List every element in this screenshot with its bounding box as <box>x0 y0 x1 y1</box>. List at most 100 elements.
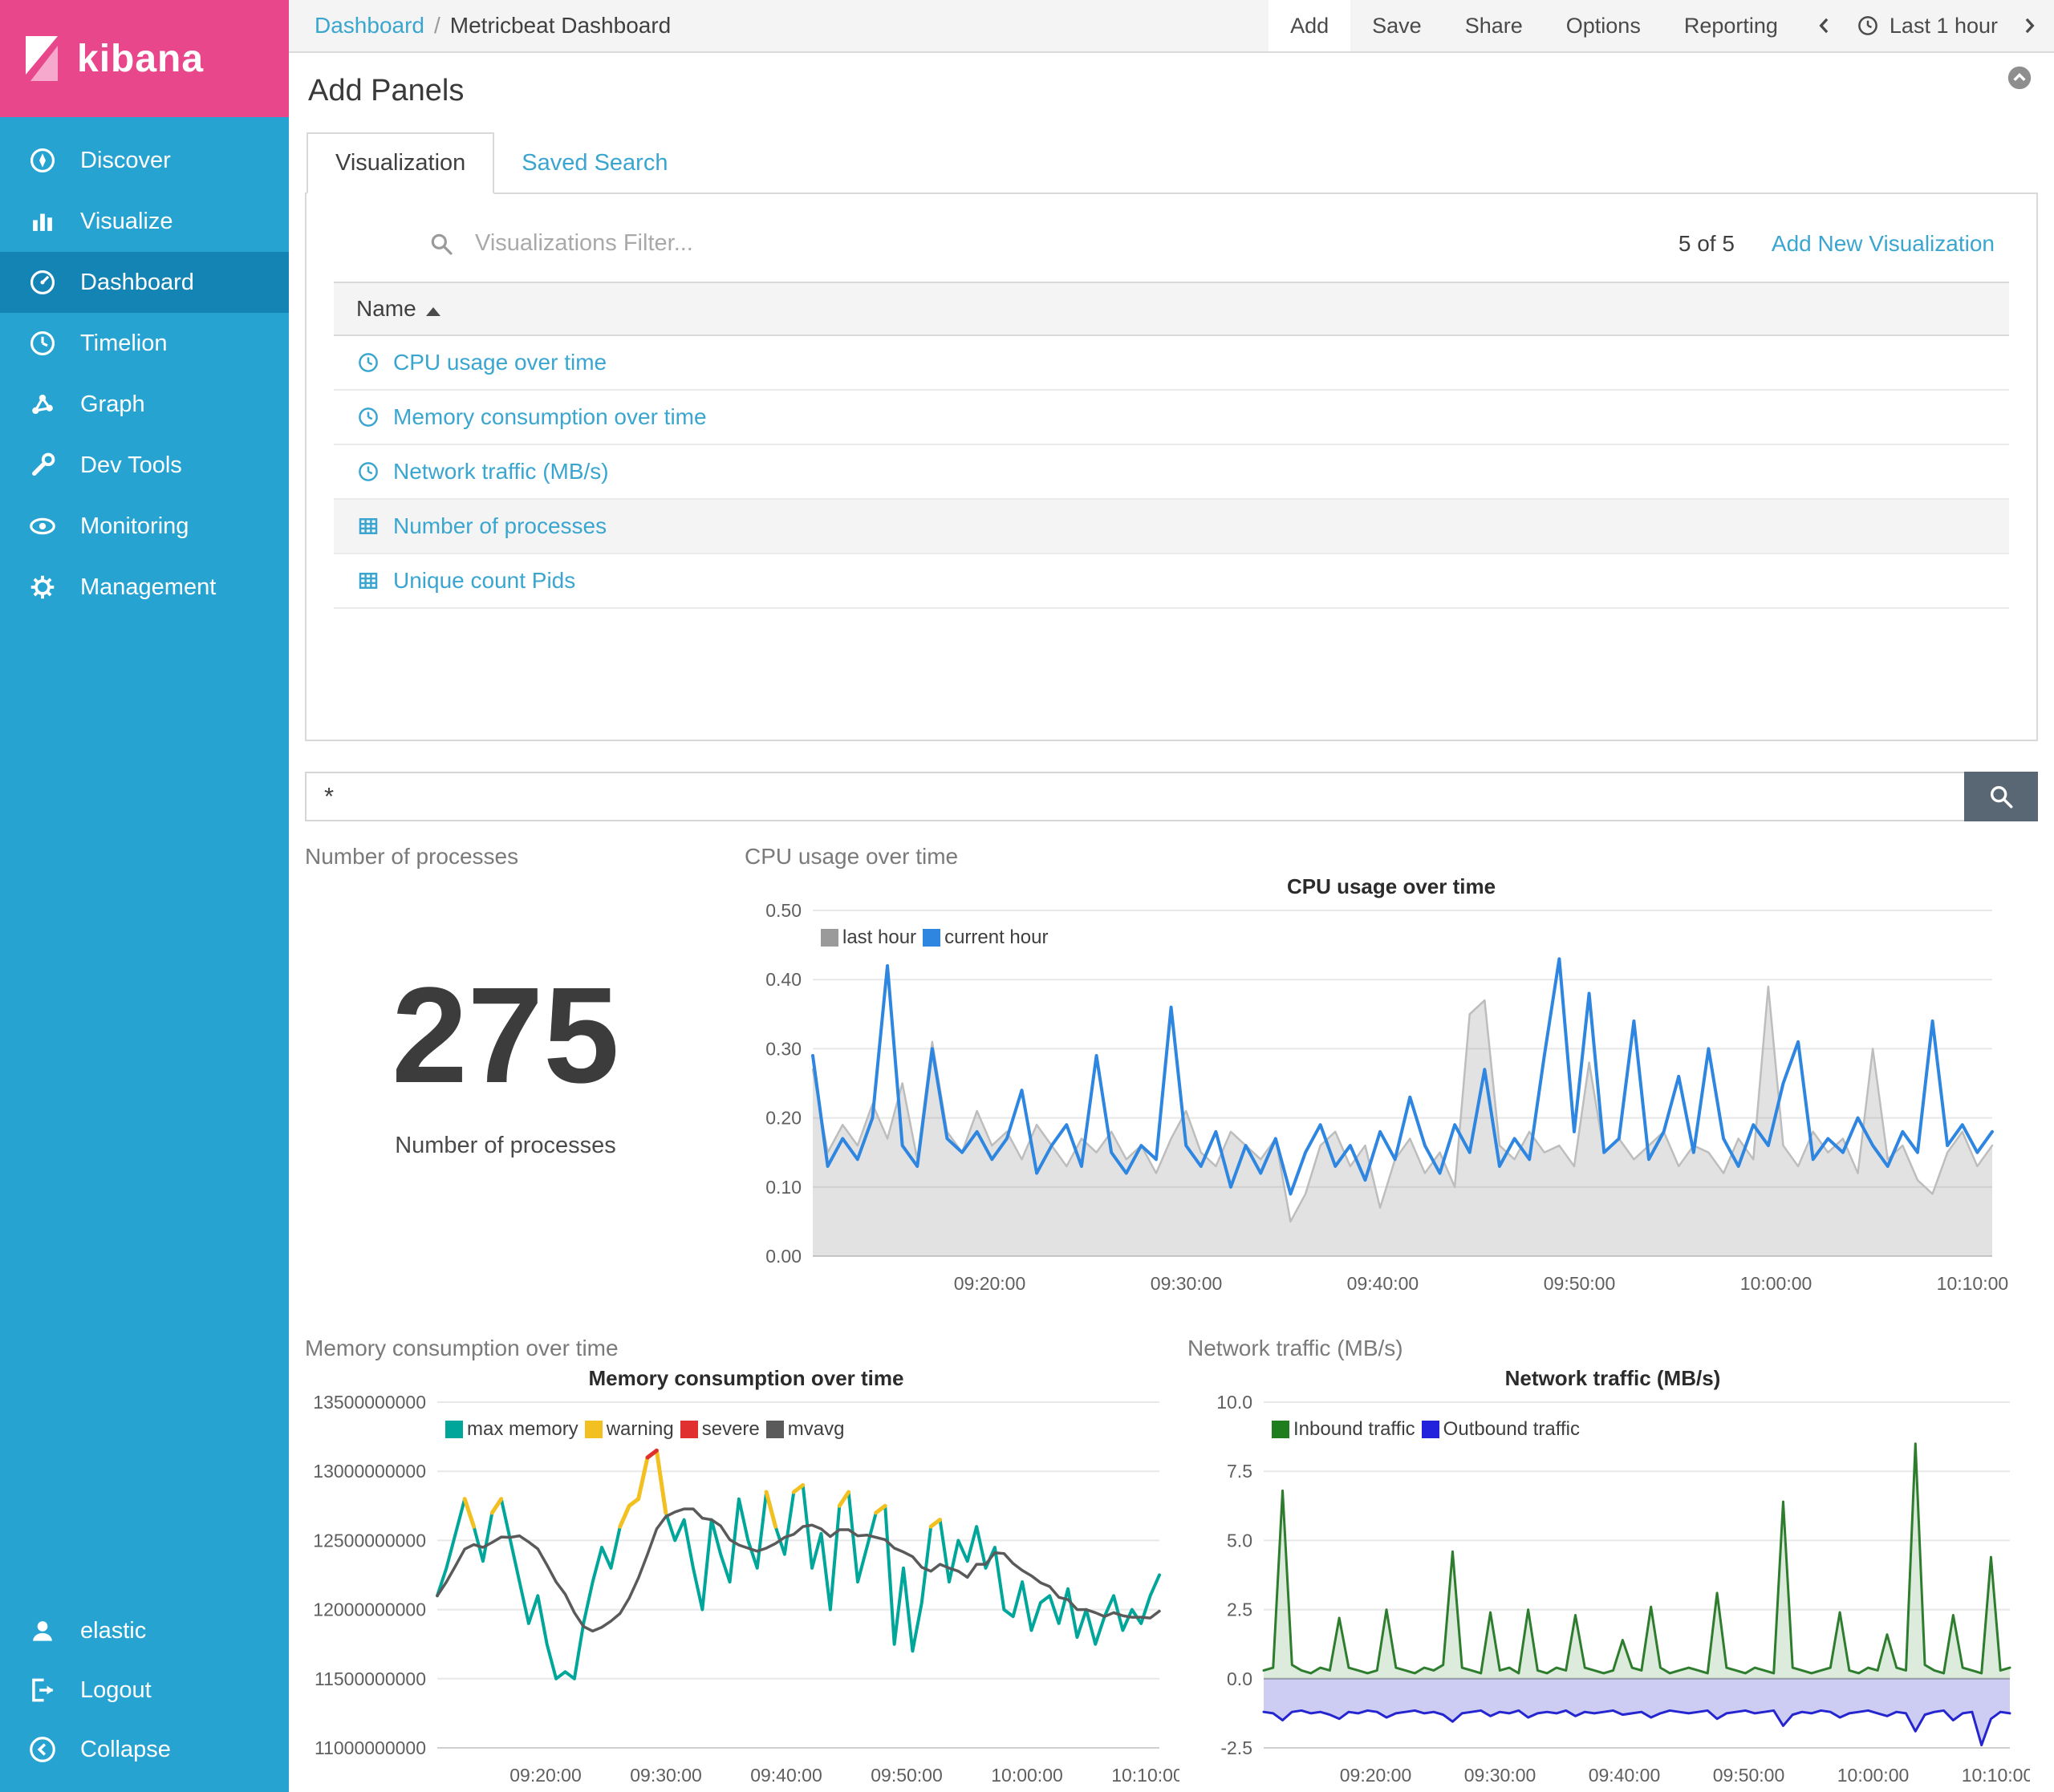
sidebar-item-user-elastic[interactable]: elastic <box>0 1601 289 1660</box>
legend-item[interactable]: Inbound traffic <box>1272 1418 1415 1441</box>
visualizations-filter-input[interactable] <box>473 229 1679 257</box>
svg-text:10:00:00: 10:00:00 <box>1837 1765 1910 1786</box>
menu-item-add[interactable]: Add <box>1269 0 1351 51</box>
svg-text:09:20:00: 09:20:00 <box>509 1765 582 1786</box>
tab-saved-search[interactable]: Saved Search <box>522 150 668 176</box>
sidebar-item-label: Management <box>80 574 217 600</box>
svg-text:2.5: 2.5 <box>1227 1599 1252 1620</box>
time-forward-button[interactable] <box>2004 0 2054 51</box>
legend-label: current hour <box>944 926 1049 948</box>
visualization-tab-content: 5 of 5 Add New Visualization Name CPU <box>305 194 2038 741</box>
menu-item-share[interactable]: Share <box>1464 13 1523 38</box>
sidebar-item-collapse[interactable]: Collapse <box>0 1720 289 1779</box>
legend-item[interactable]: current hour <box>923 926 1048 949</box>
legend-label: last hour <box>842 926 917 948</box>
network-plot: -2.5 0.0 2.5 5.0 7.5 10.0 09:20:00 09:30:00 09:4… <box>1216 1392 2033 1786</box>
svg-text:09:40:00: 09:40:00 <box>1589 1765 1661 1786</box>
chart-title: CPU usage over time <box>1286 874 1496 898</box>
legend-swatch <box>1272 1421 1289 1438</box>
svg-text:10:00:00: 10:00:00 <box>1740 1273 1812 1294</box>
sidebar-item-dev-tools[interactable]: Dev Tools <box>0 435 289 496</box>
svg-text:0.0: 0.0 <box>1227 1668 1252 1689</box>
sidebar-item-dashboard[interactable]: Dashboard <box>0 252 289 313</box>
visualization-link-unique-count-pids[interactable]: Unique count Pids <box>334 554 2009 607</box>
menu-item-save[interactable]: Save <box>1372 13 1422 38</box>
collapse-add-panels-button[interactable] <box>2006 64 2033 95</box>
chevron-right-icon <box>2025 18 2035 34</box>
collapse-icon <box>30 1737 55 1762</box>
svg-text:09:30:00: 09:30:00 <box>630 1765 702 1786</box>
topbar-menu: Add Save Share Options Reporting Last 1 … <box>1269 0 2054 51</box>
table-row[interactable]: Number of processes <box>334 499 2009 554</box>
legend-item[interactable]: warning <box>584 1418 674 1441</box>
svg-text:13500000000: 13500000000 <box>313 1392 426 1413</box>
kibana-logo-icon <box>26 36 58 81</box>
svg-text:12500000000: 12500000000 <box>313 1530 426 1551</box>
time-chart-icon <box>359 407 378 427</box>
panel-title: Memory consumption over time <box>305 1336 619 1360</box>
metric-label: Number of processes <box>395 1132 616 1158</box>
time-back-button[interactable] <box>1800 0 1849 51</box>
legend-swatch <box>821 929 838 947</box>
panel-title: Network traffic (MB/s) <box>1187 1336 1403 1360</box>
legend-item[interactable]: mvavg <box>765 1418 844 1441</box>
chart-legend: Inbound traffic Outbound traffic <box>1272 1418 1586 1441</box>
table-row[interactable]: Network traffic (MB/s) <box>334 444 2009 500</box>
legend-item[interactable]: max memory <box>445 1418 578 1441</box>
tab-visualization[interactable]: Visualization <box>306 132 495 194</box>
time-picker[interactable]: Last 1 hour <box>1849 0 2004 51</box>
svg-text:12000000000: 12000000000 <box>313 1599 426 1620</box>
legend-item[interactable]: severe <box>680 1418 760 1441</box>
breadcrumb-dashboard-link[interactable]: Dashboard <box>315 13 424 38</box>
sidebar-item-timelion[interactable]: Timelion <box>0 313 289 374</box>
chart-title: Network traffic (MB/s) <box>1504 1366 1721 1390</box>
add-panels-tabs: Visualization Saved Search <box>305 132 2038 194</box>
query-input[interactable] <box>305 772 1964 821</box>
menu-item-reporting[interactable]: Reporting <box>1683 13 1778 38</box>
svg-text:0.20: 0.20 <box>765 1108 802 1129</box>
chart-canvas: Inbound traffic Outbound traffic -2.5 0.0 2… <box>1187 1391 2038 1792</box>
time-chart-icon <box>359 353 378 372</box>
sidebar-item-logout[interactable]: Logout <box>0 1660 289 1720</box>
breadcrumb-current: Metricbeat Dashboard <box>449 13 672 38</box>
svg-text:09:50:00: 09:50:00 <box>871 1765 943 1786</box>
clock-icon <box>1858 16 1877 35</box>
sidebar-item-graph[interactable]: Graph <box>0 374 289 435</box>
table-row[interactable]: Memory consumption over time <box>334 390 2009 445</box>
sidebar-item-label: Dev Tools <box>80 452 182 478</box>
sidebar-item-monitoring[interactable]: Monitoring <box>0 496 289 557</box>
svg-text:10:10:00: 10:10:00 <box>1111 1765 1179 1786</box>
visualization-link-network-traffic[interactable]: Network traffic (MB/s) <box>334 445 2009 498</box>
visualization-link-number-of-processes[interactable]: Number of processes <box>334 500 2009 553</box>
svg-text:0.10: 0.10 <box>765 1177 802 1198</box>
legend-label: severe <box>701 1418 760 1440</box>
legend-item[interactable]: last hour <box>821 926 916 949</box>
svg-text:09:30:00: 09:30:00 <box>1151 1273 1223 1294</box>
visualization-link-memory-consumption[interactable]: Memory consumption over time <box>334 391 2009 444</box>
query-bar <box>305 772 2038 821</box>
table-row[interactable]: CPU usage over time <box>334 335 2009 391</box>
memory-consumption-chart: Memory consumption over time max memory w… <box>305 1366 1187 1792</box>
legend-item[interactable]: Outbound traffic <box>1421 1418 1580 1441</box>
menu-item-options[interactable]: Options <box>1565 13 1641 38</box>
panel-network-traffic: Network traffic (MB/s) Network traffic (… <box>1187 1336 2038 1792</box>
chevron-up-circle-icon <box>2007 66 2032 90</box>
chart-canvas: max memory warning severe mvavg 11000000000… <box>305 1391 1187 1792</box>
panel-memory-consumption: Memory consumption over time Memory cons… <box>305 1336 1187 1792</box>
time-chart-icon <box>359 462 378 481</box>
sidebar-item-visualize[interactable]: Visualize <box>0 191 289 252</box>
table-header-name[interactable]: Name <box>334 282 2009 336</box>
sidebar-item-discover[interactable]: Discover <box>0 130 289 191</box>
search-icon <box>431 233 453 255</box>
table-row[interactable]: Unique count Pids <box>334 553 2009 609</box>
sidebar-item-label: Dashboard <box>80 269 194 295</box>
memory-plot: 11000000000 11500000000 12000000000 1250000… <box>313 1392 1183 1786</box>
svg-text:0.50: 0.50 <box>765 900 802 921</box>
add-new-visualization-link[interactable]: Add New Visualization <box>1771 230 1995 256</box>
cpu-usage-chart: CPU usage over time last hour current hou… <box>745 874 2038 1308</box>
query-search-button[interactable] <box>1964 772 2038 821</box>
sidebar-item-label: elastic <box>80 1617 147 1644</box>
sidebar: kibana Discover Visualize Dashboard Time… <box>0 0 289 1792</box>
sidebar-item-management[interactable]: Management <box>0 557 289 618</box>
visualization-link-cpu-usage[interactable]: CPU usage over time <box>334 336 2009 389</box>
